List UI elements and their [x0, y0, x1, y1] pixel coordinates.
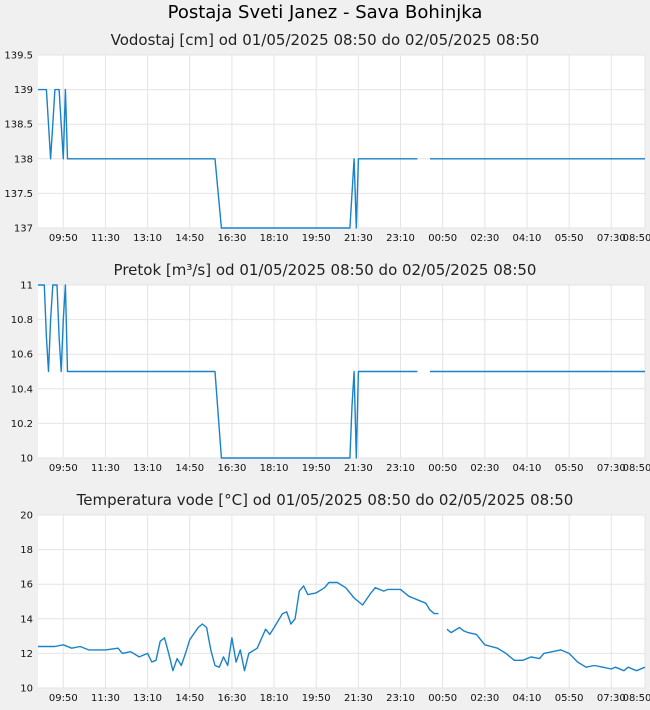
x-tick-label: 04:10 [513, 463, 542, 474]
x-tick-label: 07:30 [597, 233, 626, 244]
x-tick-label: 21:30 [344, 463, 373, 474]
y-tick-label: 10.8 [11, 315, 33, 326]
discharge-chart: Pretok [m³/s] od 01/05/2025 08:50 do 02/… [11, 261, 650, 474]
x-tick-label: 16:30 [217, 463, 246, 474]
series-line [446, 626, 646, 672]
y-tick-label: 11 [20, 281, 33, 292]
y-tick-label: 10.6 [11, 350, 33, 361]
y-tick-label: 10 [20, 454, 33, 465]
x-tick-label: 16:30 [217, 233, 246, 244]
y-tick-label: 20 [20, 511, 33, 522]
x-tick-label: 09:50 [49, 693, 78, 704]
x-tick-label: 11:30 [91, 233, 120, 244]
chart-title: Pretok [m³/s] od 01/05/2025 08:50 do 02/… [114, 261, 537, 279]
x-tick-label: 23:10 [386, 233, 415, 244]
x-tick-label: 08:50 [623, 693, 650, 704]
x-tick-label: 09:50 [49, 233, 78, 244]
x-tick-label: 23:10 [386, 693, 415, 704]
x-tick-label: 18:10 [260, 233, 289, 244]
x-tick-label: 08:50 [623, 463, 650, 474]
x-tick-label: 13:10 [133, 233, 162, 244]
x-tick-label: 00:50 [428, 463, 457, 474]
x-tick-label: 00:50 [428, 233, 457, 244]
x-tick-label: 04:10 [513, 233, 542, 244]
x-tick-label: 14:50 [175, 693, 204, 704]
plot-area [38, 55, 645, 228]
x-tick-label: 18:10 [260, 693, 289, 704]
x-tick-label: 02:30 [470, 463, 499, 474]
x-tick-label: 05:50 [555, 233, 584, 244]
x-tick-label: 21:30 [344, 233, 373, 244]
y-tick-label: 12 [20, 649, 33, 660]
y-tick-label: 16 [20, 580, 33, 591]
y-tick-label: 18 [20, 545, 33, 556]
y-tick-label: 137 [14, 224, 33, 235]
x-tick-label: 13:10 [133, 463, 162, 474]
x-tick-label: 11:30 [91, 463, 120, 474]
y-tick-label: 138.5 [4, 120, 33, 131]
y-tick-label: 138 [14, 154, 33, 165]
x-tick-label: 14:50 [175, 233, 204, 244]
y-tick-label: 14 [20, 614, 33, 625]
water-temperature-chart: Temperatura vode [°C] od 01/05/2025 08:5… [20, 491, 650, 704]
y-tick-label: 139 [14, 85, 33, 96]
plot-area [38, 515, 645, 688]
page-title: Postaja Sveti Janez - Sava Bohinjka [167, 2, 483, 23]
x-tick-label: 21:30 [344, 693, 373, 704]
x-tick-label: 07:30 [597, 693, 626, 704]
x-tick-label: 04:10 [513, 693, 542, 704]
x-tick-label: 16:30 [217, 693, 246, 704]
x-tick-label: 05:50 [555, 463, 584, 474]
x-tick-label: 19:50 [302, 693, 331, 704]
x-tick-label: 05:50 [555, 693, 584, 704]
x-tick-label: 19:50 [302, 233, 331, 244]
y-tick-label: 10.2 [11, 419, 33, 430]
x-tick-label: 07:30 [597, 463, 626, 474]
series-line [38, 284, 418, 459]
x-tick-label: 23:10 [386, 463, 415, 474]
y-tick-label: 10 [20, 684, 33, 695]
chart-title: Temperatura vode [°C] od 01/05/2025 08:5… [76, 491, 574, 509]
x-tick-label: 11:30 [91, 693, 120, 704]
water-level-chart: Vodostaj [cm] od 01/05/2025 08:50 do 02/… [4, 31, 650, 244]
x-tick-label: 13:10 [133, 693, 162, 704]
y-tick-label: 137.5 [4, 189, 33, 200]
series-line [38, 88, 418, 229]
x-tick-label: 00:50 [428, 693, 457, 704]
x-tick-label: 19:50 [302, 463, 331, 474]
x-tick-label: 09:50 [49, 463, 78, 474]
y-tick-label: 10.4 [11, 384, 33, 395]
series-line [38, 581, 439, 672]
chart-title: Vodostaj [cm] od 01/05/2025 08:50 do 02/… [111, 31, 540, 49]
x-tick-label: 18:10 [260, 463, 289, 474]
x-tick-label: 02:30 [470, 233, 499, 244]
x-tick-label: 14:50 [175, 463, 204, 474]
y-tick-label: 139.5 [4, 51, 33, 62]
x-tick-label: 02:30 [470, 693, 499, 704]
x-tick-label: 08:50 [623, 233, 650, 244]
